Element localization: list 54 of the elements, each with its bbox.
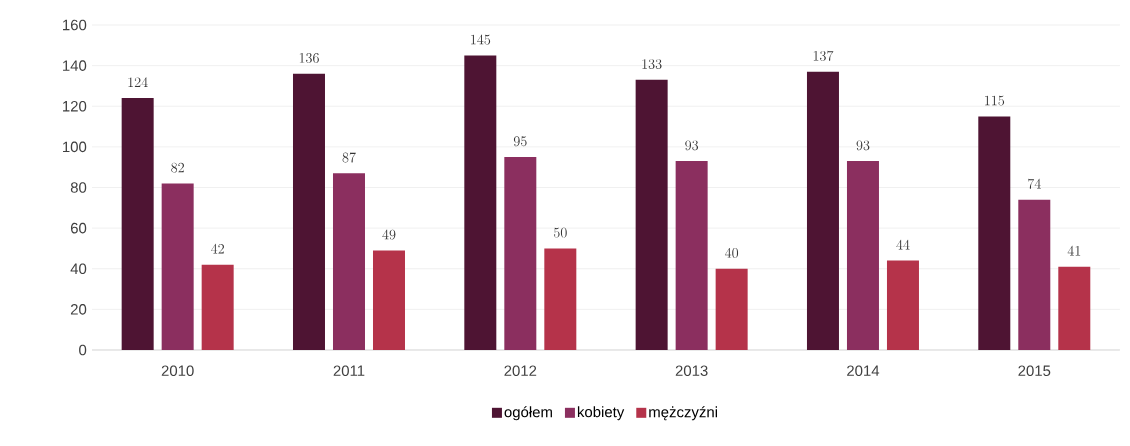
x-tick-label: 2010 bbox=[161, 365, 194, 377]
data-label: 93 bbox=[685, 140, 699, 151]
bar bbox=[292, 73, 325, 350]
data-label: 136 bbox=[299, 53, 319, 63]
bar bbox=[504, 157, 537, 350]
y-tick-label: 40 bbox=[70, 263, 87, 275]
bar bbox=[372, 250, 405, 350]
bar bbox=[715, 268, 748, 350]
bar bbox=[464, 55, 497, 350]
x-tick-label: 2013 bbox=[675, 365, 708, 377]
data-label: 42 bbox=[211, 243, 224, 254]
data-label: 50 bbox=[554, 227, 567, 238]
bar bbox=[635, 79, 668, 350]
bar bbox=[1058, 266, 1091, 350]
legend-label: ogółem bbox=[504, 406, 552, 421]
data-label: 133 bbox=[642, 59, 662, 69]
data-label: 44 bbox=[896, 239, 910, 250]
data-label: 74 bbox=[1028, 178, 1041, 189]
x-tick-label: 2014 bbox=[847, 365, 880, 377]
data-label: 41 bbox=[1067, 245, 1081, 256]
y-tick-label: 80 bbox=[70, 182, 87, 193]
bar bbox=[978, 116, 1011, 350]
y-tick-label: 120 bbox=[63, 100, 87, 112]
bar bbox=[886, 260, 919, 350]
data-label: 95 bbox=[513, 136, 527, 147]
data-label: 49 bbox=[382, 229, 396, 240]
x-tick-label: 2012 bbox=[504, 365, 537, 377]
data-label: 115 bbox=[985, 95, 1005, 106]
legend-label: kobiety bbox=[577, 406, 625, 421]
y-tick-label: 160 bbox=[63, 19, 87, 31]
y-tick-label: 60 bbox=[70, 222, 87, 234]
bar bbox=[806, 71, 839, 350]
data-label: 87 bbox=[342, 152, 356, 163]
data-label: 124 bbox=[128, 77, 148, 87]
x-tick-label: 2015 bbox=[1018, 365, 1051, 377]
data-label: 40 bbox=[725, 247, 739, 258]
bar bbox=[1018, 199, 1051, 350]
data-label: 145 bbox=[471, 34, 491, 45]
x-tick-label: 2011 bbox=[333, 365, 365, 377]
legend-label: mężczyźni bbox=[649, 406, 718, 421]
y-tick-label: 100 bbox=[63, 141, 87, 153]
bar bbox=[161, 183, 194, 350]
y-tick-label: 0 bbox=[79, 344, 87, 356]
y-tick-label: 140 bbox=[63, 60, 87, 71]
bar bbox=[675, 161, 708, 350]
data-label: 137 bbox=[813, 50, 834, 61]
bar bbox=[332, 173, 365, 350]
data-label: 82 bbox=[171, 162, 184, 173]
bar bbox=[201, 264, 234, 350]
y-tick-label: 20 bbox=[70, 304, 87, 315]
bar bbox=[846, 161, 879, 350]
bar bbox=[544, 248, 577, 350]
bar bbox=[121, 98, 154, 350]
data-label: 93 bbox=[856, 140, 870, 151]
